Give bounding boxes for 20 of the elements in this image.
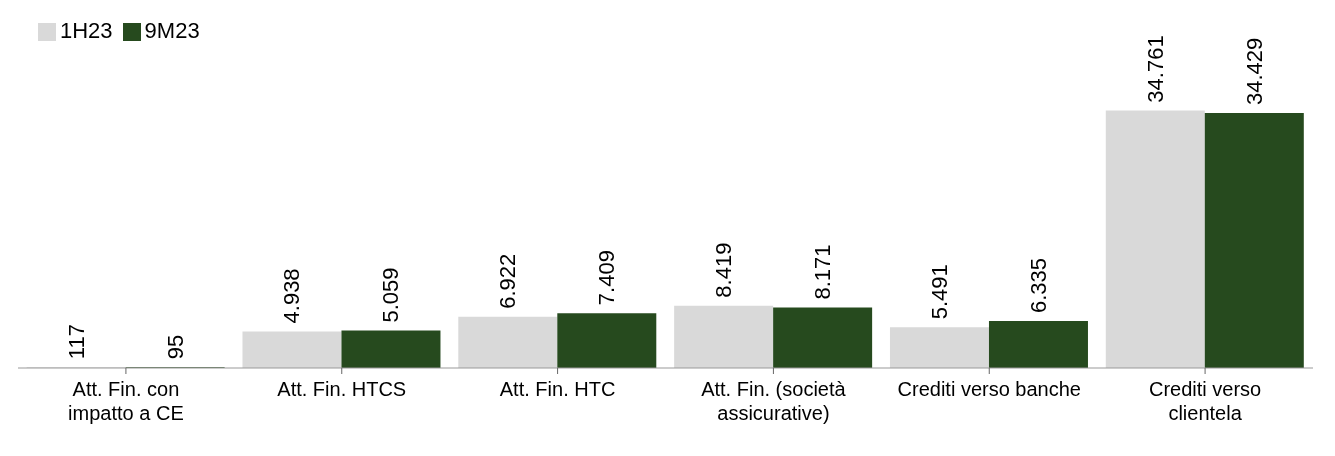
x-tick-label: Crediti verso banche [897,378,1081,400]
data-label: 34.429 [1241,37,1267,106]
data-label: 34.761 [1142,35,1168,103]
data-label: 5.491 [926,264,952,320]
data-label: 7.409 [594,250,620,306]
legend-label: 1H23 [60,18,113,43]
x-tick-label: Att. Fin. HTC [499,378,616,400]
data-label: 5.059 [378,267,404,323]
data-label: 95 [162,334,188,360]
data-label: 6.335 [1025,258,1051,314]
x-tick-label: Att. Fin. (società assicurative) [701,378,847,424]
data-label: 117 [63,324,89,360]
data-label: 6.922 [495,253,521,309]
data-label: 8.419 [711,242,737,298]
legend-label: 9M23 [144,18,200,43]
x-tick-label: Crediti verso clientela [1148,378,1262,424]
data-label: 4.938 [279,268,305,324]
x-tick-label: Att. Fin. con impatto a CE [68,378,184,424]
data-label: 8.171 [810,244,836,300]
x-tick-label: Att. Fin. HTCS [277,378,407,400]
